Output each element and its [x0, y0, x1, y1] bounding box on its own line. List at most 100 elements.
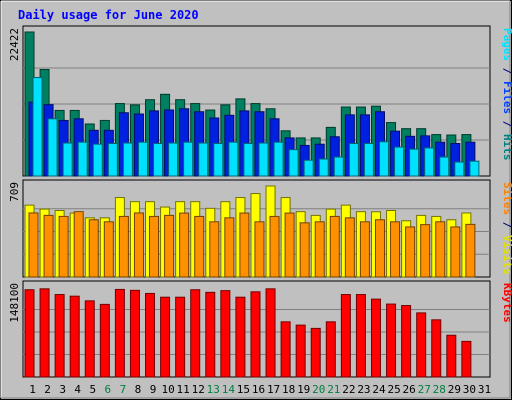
bar-kbytes-day-29 [446, 334, 457, 378]
bar-sites-day-19 [299, 222, 310, 278]
bar-pages-day-11 [183, 141, 194, 177]
x-tick-label: 1 [29, 383, 36, 396]
bar-sites-day-9 [149, 215, 160, 278]
x-tick-label: 29 [448, 383, 461, 396]
x-tick-label: 16 [252, 383, 265, 396]
bar-pages-day-27 [424, 147, 435, 177]
x-tick-label: 30 [463, 383, 476, 396]
bar-sites-day-15 [239, 212, 250, 278]
series-label-part: Visits [501, 235, 512, 275]
bar-pages-day-20 [318, 158, 329, 177]
bar-kbytes-day-20 [310, 327, 321, 378]
series-label-part: Sites [501, 182, 512, 215]
x-tick-label: 11 [177, 383, 190, 396]
bar-sites-day-11 [179, 212, 190, 278]
panel-visits-series-label: Sites / Visits [501, 182, 512, 275]
bar-pages-day-21 [333, 156, 344, 177]
x-tick-label: 4 [74, 383, 81, 396]
panel-visits: 709 Sites / Visits [8, 179, 512, 278]
panel-kbytes: 148100 KBytes [8, 280, 512, 378]
bar-sites-day-16 [254, 221, 265, 278]
bar-sites-day-14 [224, 217, 235, 278]
bar-kbytes-day-26 [401, 305, 412, 378]
x-tick-label: 27 [418, 383, 431, 396]
bar-sites-day-23 [359, 221, 370, 278]
bar-sites-day-7 [118, 215, 129, 278]
panel-kbytes-max-label: 148100 [8, 283, 21, 323]
x-tick-label: 2 [44, 383, 51, 396]
bar-sites-day-8 [133, 212, 144, 278]
bar-kbytes-day-25 [386, 303, 397, 378]
bar-kbytes-day-24 [370, 298, 381, 378]
panel-hits: 22422 Pages / Files / Hits [8, 25, 512, 177]
bar-kbytes-day-23 [355, 294, 366, 378]
bar-pages-day-13 [213, 143, 224, 177]
bar-sites-day-6 [103, 221, 114, 278]
bar-sites-day-18 [284, 212, 295, 278]
bar-kbytes-day-22 [340, 294, 351, 378]
bar-kbytes-day-18 [280, 321, 291, 378]
bar-kbytes-day-8 [129, 289, 140, 378]
x-tick-label: 6 [105, 383, 112, 396]
bar-pages-day-5 [92, 143, 103, 177]
bar-kbytes-day-4 [69, 295, 80, 378]
bar-kbytes-day-5 [84, 300, 95, 378]
x-tick-label: 9 [150, 383, 157, 396]
panel-kbytes-series-label: KBytes [501, 283, 512, 323]
bar-kbytes-day-27 [416, 312, 427, 378]
bar-sites-day-27 [420, 224, 431, 278]
bar-sites-day-4 [73, 211, 84, 278]
bar-sites-day-2 [43, 214, 54, 278]
series-label-part: Files [501, 81, 512, 114]
bar-sites-day-17 [269, 215, 280, 278]
bar-pages-day-26 [409, 148, 420, 177]
bar-sites-day-5 [88, 219, 99, 278]
bar-pages-day-16 [258, 142, 269, 177]
bar-sites-day-30 [465, 223, 476, 278]
x-tick-label: 21 [327, 383, 340, 396]
panel-hits-max-label: 22422 [8, 28, 21, 61]
bar-kbytes-day-28 [431, 319, 442, 378]
bar-kbytes-day-3 [54, 294, 65, 378]
bar-kbytes-day-9 [145, 292, 156, 378]
bar-pages-day-25 [394, 146, 405, 177]
x-tick-label: 20 [312, 383, 325, 396]
bar-sites-day-3 [58, 215, 69, 278]
bar-sites-day-20 [314, 221, 325, 278]
panels-layer: 22422 Pages / Files / Hits 709 Sites / Visi… [8, 25, 512, 378]
bar-kbytes-day-1 [24, 289, 35, 378]
x-tick-label: 26 [403, 383, 416, 396]
bar-sites-day-26 [405, 226, 416, 278]
bar-pages-day-1 [32, 77, 43, 177]
bar-kbytes-day-12 [190, 289, 201, 378]
bar-pages-day-19 [303, 159, 314, 177]
bar-sites-day-13 [209, 221, 220, 278]
bar-sites-day-29 [450, 226, 461, 278]
series-label-part: / [501, 61, 512, 81]
bar-kbytes-day-13 [205, 291, 216, 378]
bar-kbytes-day-2 [39, 288, 50, 378]
bar-pages-day-15 [243, 143, 254, 177]
x-tick-label: 12 [192, 383, 205, 396]
bar-sites-day-10 [164, 214, 175, 278]
bar-kbytes-day-6 [99, 303, 110, 378]
bar-kbytes-day-11 [175, 296, 186, 378]
x-tick-label: 8 [135, 383, 142, 396]
bar-pages-day-28 [439, 156, 450, 177]
x-tick-label: 3 [59, 383, 66, 396]
bar-pages-day-3 [62, 142, 73, 177]
bar-pages-day-30 [469, 160, 480, 177]
series-label-part: / [501, 114, 512, 134]
x-tick-label: 13 [207, 383, 220, 396]
x-tick-label: 18 [282, 383, 295, 396]
panel-visits-max-label: 709 [8, 182, 21, 202]
x-tick-label: 17 [267, 383, 280, 396]
x-tick-label: 22 [342, 383, 355, 396]
x-tick-label: 15 [237, 383, 250, 396]
x-tick-label: 7 [120, 383, 127, 396]
chart-title: Daily usage for June 2020 [18, 8, 199, 22]
bar-pages-day-24 [378, 141, 389, 177]
x-tick-label: 24 [372, 383, 386, 396]
